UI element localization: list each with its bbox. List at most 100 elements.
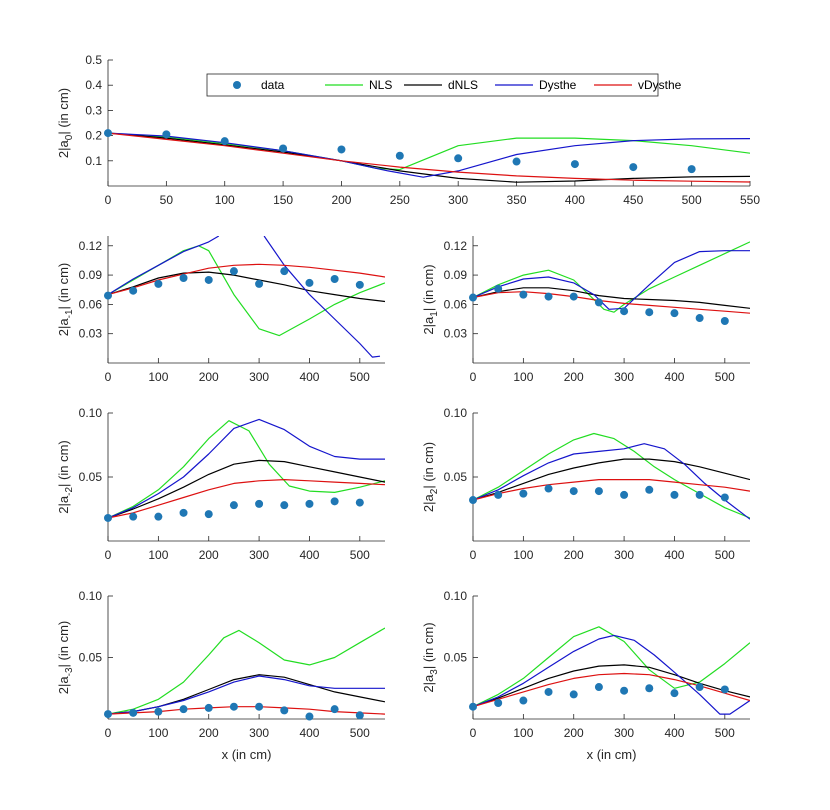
legend-item-NLS: NLS — [325, 78, 392, 92]
x-tick-label: 100 — [513, 370, 533, 384]
data-point — [162, 130, 171, 139]
x-tick-label: 0 — [105, 726, 112, 740]
data-point — [670, 689, 679, 698]
data-point — [512, 157, 521, 166]
x-tick-label: 500 — [350, 370, 370, 384]
x-tick-label: 200 — [199, 548, 219, 562]
x-tick-label: 300 — [448, 193, 468, 207]
series-group — [108, 627, 385, 715]
y-tick-label: 0.09 — [444, 268, 468, 282]
x-tick-label: 300 — [614, 726, 634, 740]
data-point — [280, 267, 289, 276]
x-tick-label: 400 — [565, 193, 585, 207]
y-axis-label: 2|a3| (in cm) — [421, 622, 440, 692]
data-point — [645, 308, 654, 317]
data-point — [330, 705, 339, 714]
legend-label-vDysthe: vDysthe — [638, 78, 682, 92]
data-point — [670, 490, 679, 499]
data-point — [469, 702, 477, 711]
y-tick-label: 0.05 — [79, 651, 103, 665]
data-point — [279, 144, 288, 153]
data-point — [544, 484, 553, 493]
y-tick-label: 0.4 — [85, 78, 102, 92]
x-tick-label: 100 — [513, 548, 533, 562]
y-tick-label: 0.03 — [444, 327, 468, 341]
data-point — [255, 499, 264, 508]
series-line-NLS — [473, 626, 750, 708]
data-point — [687, 165, 696, 174]
x-tick-label: 50 — [160, 193, 174, 207]
data-point — [255, 702, 264, 711]
x-tick-label: 400 — [299, 370, 319, 384]
series-line-NLS — [108, 627, 385, 715]
series-group — [473, 241, 750, 314]
series-group — [108, 418, 385, 519]
series-line-NLS — [473, 241, 750, 313]
series-line-Dysthe — [108, 236, 220, 296]
x-tick-label: 500 — [715, 548, 735, 562]
data-point — [720, 685, 729, 694]
data-point — [695, 314, 704, 323]
x-tick-label: 0 — [105, 193, 112, 207]
data-point — [330, 497, 339, 506]
panel-a2: 0 100 200 300 400 500 0.05 0.10 2|a2| (in cm) — [421, 406, 750, 562]
y-tick-label: 0.3 — [85, 103, 102, 117]
data-point — [154, 279, 163, 288]
x-tick-label: 0 — [470, 370, 477, 384]
series-line-Dysthe — [108, 418, 385, 519]
legend-item-data: data — [233, 78, 285, 92]
data-point — [104, 129, 112, 138]
data-point — [645, 684, 654, 693]
data-point — [229, 501, 238, 510]
data-point — [569, 690, 578, 699]
data-point — [544, 292, 553, 301]
series-line-NLS — [108, 420, 385, 519]
data-point — [494, 490, 503, 499]
data-point — [454, 154, 463, 163]
data-point — [620, 686, 629, 695]
x-tick-label: 0 — [105, 548, 112, 562]
data-point — [695, 490, 704, 499]
data-point — [129, 512, 138, 521]
data-point — [104, 710, 112, 719]
x-tick-label: 150 — [273, 193, 293, 207]
data-point — [645, 485, 654, 494]
data-point — [569, 292, 578, 301]
data-point — [494, 284, 503, 293]
data-point — [469, 496, 477, 505]
series-line-vDysthe — [108, 263, 385, 296]
data-point — [620, 307, 629, 316]
data-point — [570, 160, 579, 169]
y-tick-label: 0.5 — [85, 53, 102, 67]
x-tick-label: 400 — [664, 726, 684, 740]
data-point — [204, 510, 213, 519]
x-tick-label: 400 — [664, 548, 684, 562]
data-point — [104, 513, 112, 522]
data-point — [255, 279, 264, 288]
panel-am1: 0 100 200 300 400 500 0.03 0.06 0.09 0.12 2|a-1| (… — [56, 236, 385, 384]
y-axis-label: 2|a-2| (in cm) — [56, 440, 75, 513]
y-tick-label: 0.09 — [79, 268, 103, 282]
data-point — [720, 493, 729, 502]
y-tick-label: 0.06 — [79, 297, 103, 311]
x-tick-label: 0 — [470, 548, 477, 562]
legend-label-Dysthe: Dysthe — [539, 78, 577, 92]
y-tick-label: 0.10 — [444, 589, 468, 603]
y-tick-label: 0.05 — [444, 651, 468, 665]
legend: data NLS dNLS Dysthe vDysthe — [206, 73, 682, 97]
panel-am2: 0 100 200 300 400 500 0.05 0.10 2|a-2| (in cm) — [56, 406, 385, 562]
series-line-dNLS — [473, 664, 750, 708]
legend-item-vDysthe: vDysthe — [594, 78, 682, 92]
legend-marker-data — [233, 81, 241, 89]
x-tick-label: 200 — [331, 193, 351, 207]
y-tick-label: 0.06 — [444, 297, 468, 311]
data-point — [594, 487, 603, 496]
series-line-Dysthe — [473, 443, 750, 520]
x-tick-label: 250 — [390, 193, 410, 207]
x-tick-label: 300 — [249, 726, 269, 740]
series-line-vDysthe — [473, 291, 750, 314]
data-point — [544, 687, 553, 696]
legend-label-data: data — [261, 78, 285, 92]
data-point — [469, 293, 477, 302]
